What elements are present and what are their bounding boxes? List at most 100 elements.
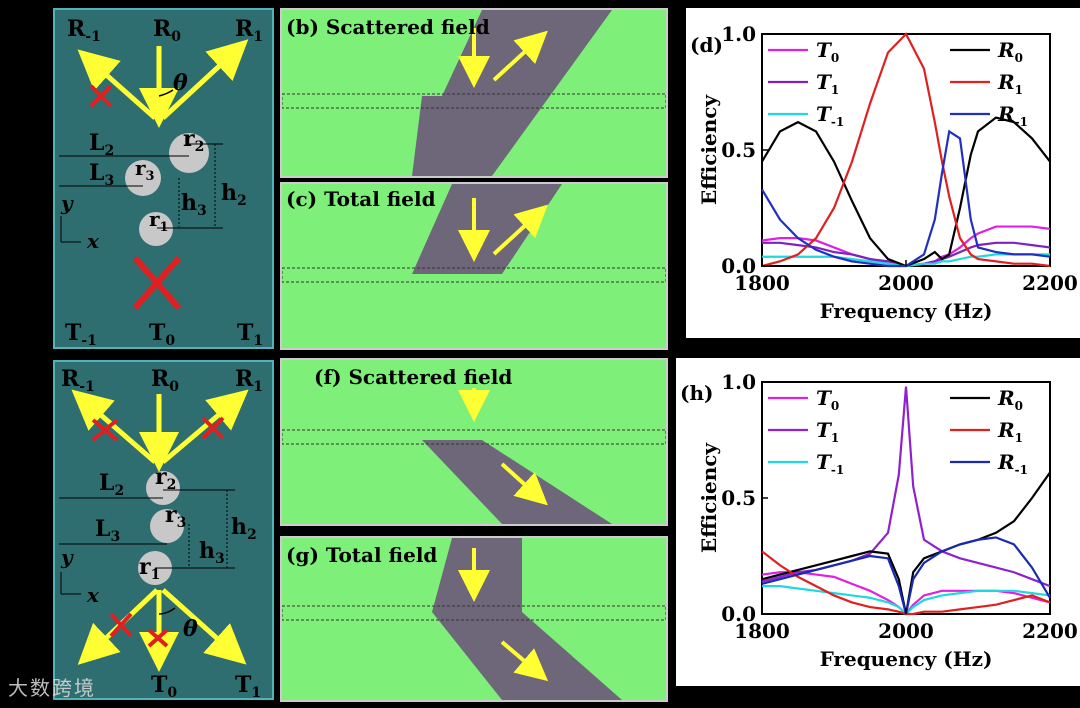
- legend-label: R0: [997, 386, 1023, 413]
- svg-text:R0: R0: [151, 366, 179, 395]
- svg-text:x: x: [86, 229, 100, 253]
- svg-text:R-1: R-1: [67, 16, 101, 45]
- watermark: 大数跨境: [8, 676, 96, 700]
- panel-letter: (h): [680, 381, 713, 405]
- field-b-svg: (b) Scattered field: [282, 10, 666, 176]
- chart-panel-h: 0.0 0.5 1.0 1800 2000 2200 Frequency (Hz) Effic…: [676, 358, 1080, 686]
- svg-text:h2: h2: [231, 514, 257, 543]
- svg-text:R0: R0: [153, 16, 181, 45]
- svg-text:h2: h2: [221, 180, 247, 209]
- legend-label: R-1: [997, 102, 1028, 129]
- x-axis-label: Frequency (Hz): [820, 647, 993, 671]
- series-line-R0: [761, 116, 1051, 268]
- svg-text:r1: r1: [149, 207, 169, 235]
- field-panel-b: (b) Scattered field: [280, 8, 668, 178]
- cross-large-icon: [132, 256, 182, 310]
- legend-label: R0: [997, 38, 1023, 65]
- scatterer-r2: [169, 133, 209, 173]
- legend-label: R-1: [997, 450, 1028, 477]
- legend-label: R1: [997, 70, 1023, 97]
- schematic-top-svg: R-1 R0 R1 θ r2 r3 r1 L2 L3 h2 h3 y x T-1…: [59, 16, 263, 347]
- plot-frame: [761, 33, 1051, 267]
- chart-panel-d: 0.0 0.5 1.0 1800 2000 2200 Frequency (Hz) Effic…: [686, 8, 1080, 338]
- svg-text:x: x: [86, 583, 100, 607]
- svg-text:r2: r2: [155, 464, 176, 493]
- x-tick-label: 2000: [878, 619, 934, 643]
- svg-text:T1: T1: [237, 320, 263, 347]
- svg-text:L3: L3: [89, 160, 114, 189]
- x-tick-label: 2200: [1022, 619, 1078, 643]
- svg-text:h3: h3: [181, 190, 207, 219]
- label-r-1: R: [67, 16, 86, 42]
- svg-text:L2: L2: [89, 130, 114, 159]
- field-panel-c: (c) Total field: [280, 182, 668, 350]
- svg-text:L3: L3: [95, 516, 120, 545]
- y-tick-label: 0.5: [721, 138, 756, 162]
- legend-label: T-1: [816, 102, 844, 129]
- field-panel-g: (g) Total field: [280, 536, 668, 702]
- field-f-svg: (f) Scattered field: [282, 365, 666, 524]
- series-line-R1: [761, 550, 1051, 616]
- field-c-svg: (c) Total field: [282, 184, 666, 283]
- schematic-bottom-svg: R-1 R0 R1 r2 r3 r1 L2 L3 h2 h3 θ y x T0 …: [59, 366, 263, 698]
- legend-label: T1: [816, 70, 839, 97]
- schematic-bottom: R-1 R0 R1 r2 r3 r1 L2 L3 h2 h3 θ y x T0 …: [53, 360, 274, 700]
- field-g-title: (g) Total field: [286, 543, 437, 567]
- chart-d-svg: 0.0 0.5 1.0 1800 2000 2200 Frequency (Hz) Effic…: [690, 22, 1078, 323]
- plot-frame: [761, 381, 1051, 615]
- svg-text:r2: r2: [183, 126, 204, 155]
- x-tick-label: 2000: [878, 271, 934, 295]
- cross-small-icon: [89, 84, 113, 108]
- svg-text:T0: T0: [151, 672, 177, 698]
- svg-text:y: y: [60, 191, 74, 215]
- scatterer-r3: [125, 160, 161, 196]
- legend-label: T0: [816, 38, 839, 65]
- y-tick-label: 0.0: [721, 254, 756, 278]
- label-r0: R: [153, 16, 172, 42]
- series-line-T1: [762, 241, 1051, 268]
- schematic-top: R-1 R0 R1 θ r2 r3 r1 L2 L3 h2 h3 y x T-1…: [53, 8, 274, 349]
- svg-text:h3: h3: [199, 538, 225, 567]
- svg-text:θ: θ: [183, 616, 198, 642]
- svg-text:T1: T1: [235, 672, 261, 698]
- x-tick-label: 1800: [734, 271, 790, 295]
- field-c-title: (c) Total field: [286, 187, 436, 211]
- legend-label: T-1: [816, 450, 844, 477]
- legend-label: T1: [816, 418, 839, 445]
- y-tick-label: 1.0: [721, 370, 756, 394]
- label-theta: θ: [173, 70, 188, 96]
- svg-text:T-1: T-1: [65, 320, 97, 347]
- field-g-svg: (g) Total field: [282, 538, 666, 700]
- series-line-R1: [761, 32, 1051, 268]
- y-axis-label: Efficiency: [697, 442, 721, 553]
- legend-label: R1: [997, 418, 1023, 445]
- y-tick-label: 0.5: [721, 486, 756, 510]
- label-r1: R: [235, 16, 254, 42]
- svg-text:r3: r3: [165, 502, 186, 531]
- svg-text:L2: L2: [99, 470, 124, 499]
- chart-h-svg: 0.0 0.5 1.0 1800 2000 2200 Frequency (Hz) Effic…: [680, 370, 1078, 671]
- x-axis-label: Frequency (Hz): [820, 299, 993, 323]
- svg-text:R1: R1: [235, 16, 263, 45]
- panel-letter: (d): [690, 33, 723, 57]
- series-line-T1: [761, 386, 1051, 588]
- scatterer-r1: [139, 212, 173, 246]
- svg-text:r1: r1: [139, 554, 160, 583]
- series-line-R-1: [761, 129, 1051, 268]
- field-f-title: (f) Scattered field: [314, 365, 512, 389]
- svg-text:r3: r3: [135, 156, 155, 184]
- field-b-title: (b) Scattered field: [286, 15, 490, 39]
- y-axis-label: Efficiency: [697, 94, 721, 205]
- svg-text:T0: T0: [149, 320, 175, 347]
- svg-text:y: y: [60, 545, 74, 569]
- y-tick-label: 1.0: [721, 22, 756, 46]
- svg-text:R1: R1: [235, 366, 263, 395]
- series-line-T-1: [762, 253, 1050, 268]
- field-panel-f: (f) Scattered field: [280, 358, 668, 526]
- arrow-r1: [161, 39, 249, 120]
- svg-text:R-1: R-1: [61, 366, 95, 395]
- arrow-r-1: [77, 49, 157, 120]
- x-tick-label: 1800: [734, 619, 790, 643]
- legend-label: T0: [816, 386, 839, 413]
- x-tick-label: 2200: [1022, 271, 1078, 295]
